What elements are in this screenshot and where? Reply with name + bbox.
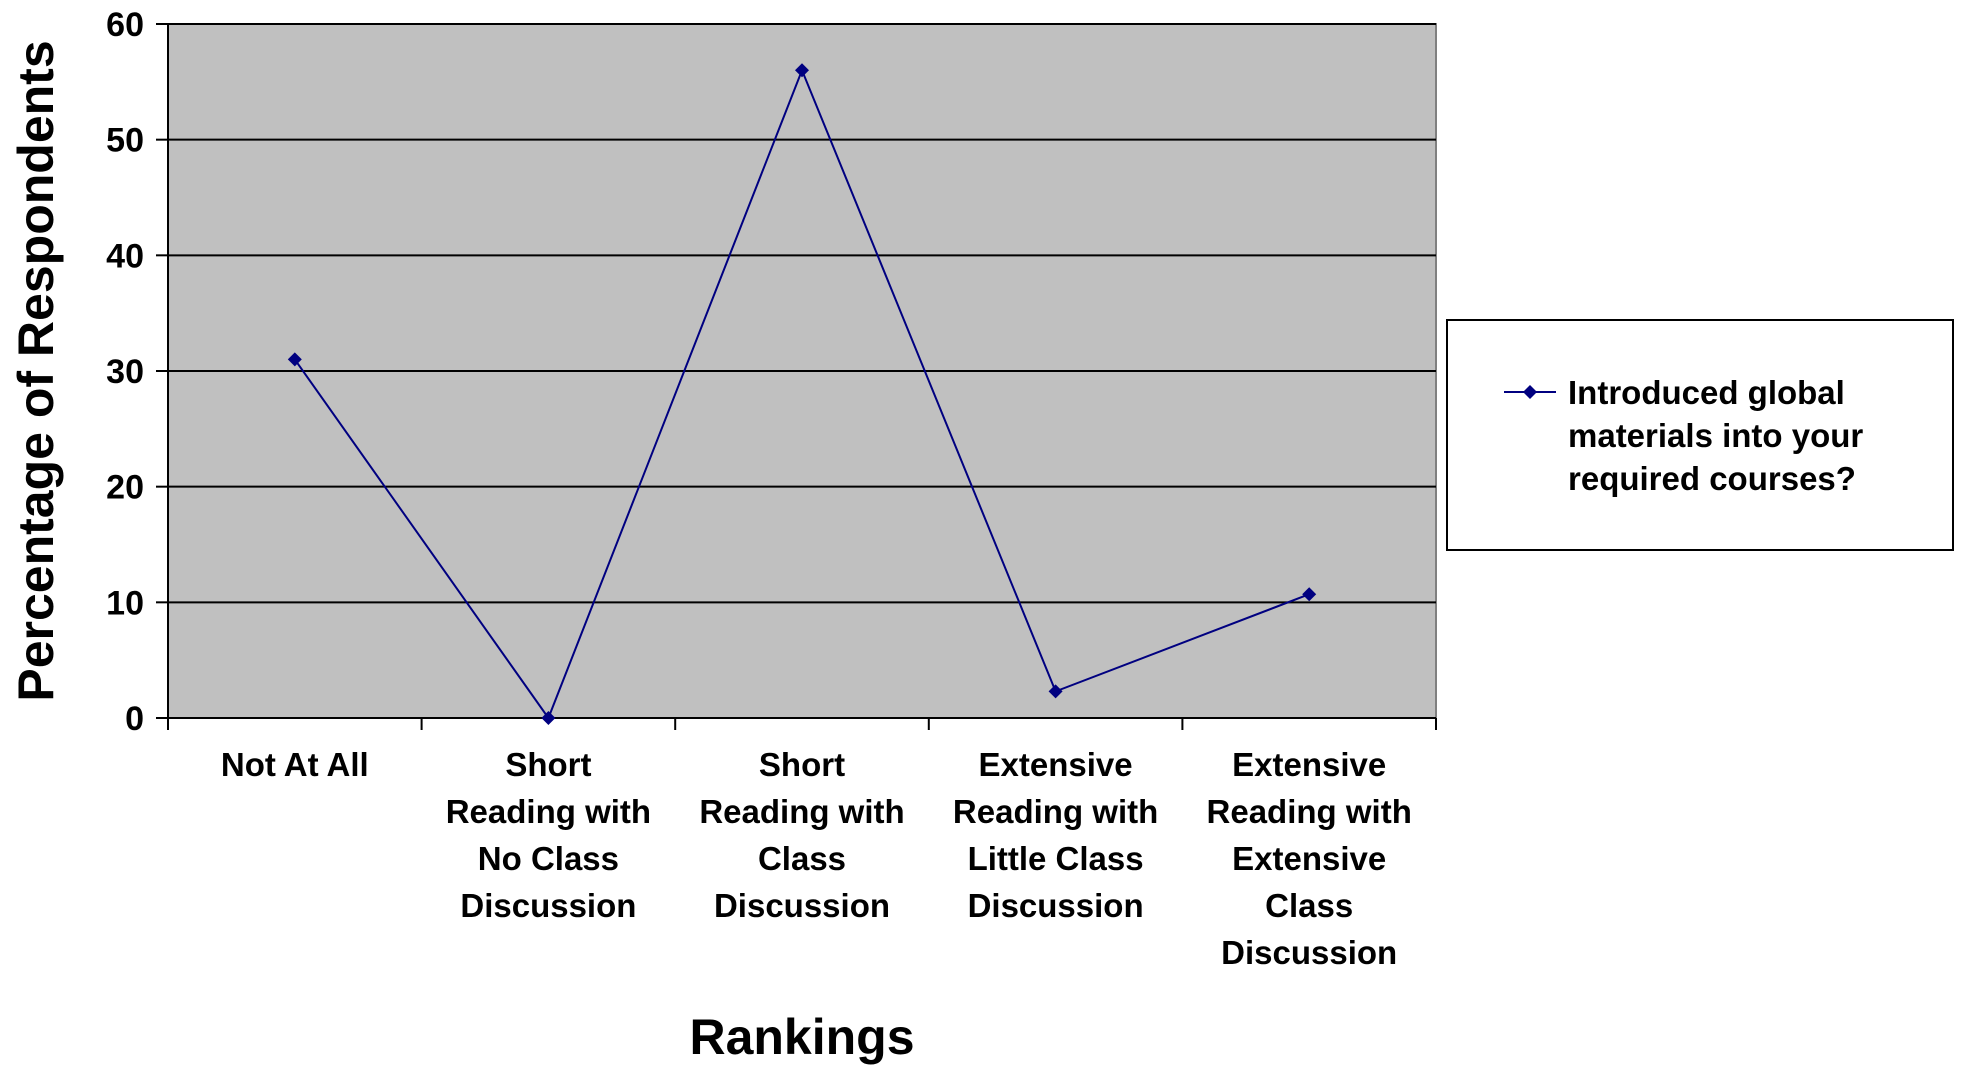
- legend-marker: [1523, 385, 1537, 399]
- data-point: [795, 63, 809, 78]
- legend: Introduced global materials into your requ…: [1446, 319, 1954, 551]
- y-tick-label: 40: [106, 237, 144, 275]
- data-point: [1048, 684, 1063, 699]
- y-tick-label: 20: [106, 469, 144, 507]
- y-tick-label: 50: [106, 122, 144, 160]
- x-category-labels: Not At All Short Reading with No Class Discu…: [221, 746, 1412, 971]
- y-tick-label: 0: [125, 700, 144, 738]
- x-category-label: Short Reading with Class Discussion: [699, 746, 904, 924]
- gridlines: [168, 23, 1436, 604]
- x-category-label: Extensive Reading with Extensive Class Discu…: [1207, 746, 1412, 971]
- data-point: [1302, 587, 1317, 602]
- x-category-label: Extensive Reading with Little Class Discuss…: [953, 746, 1158, 924]
- series-group: [287, 63, 1317, 725]
- legend-box: [1446, 319, 1954, 551]
- x-axis-title: Rankings: [689, 1009, 914, 1065]
- data-point: [287, 352, 302, 367]
- data-point: [541, 711, 556, 725]
- x-category-label: Not At All: [221, 746, 369, 783]
- y-tick-label: 60: [106, 6, 144, 44]
- y-tick-label: 30: [106, 353, 144, 391]
- y-tick-label: 10: [106, 584, 144, 622]
- legend-entry-label: Introduced global materials into your requ…: [1568, 374, 1863, 497]
- x-category-label: Short Reading with No Class Discussion: [446, 746, 651, 924]
- axes: [156, 23, 1437, 730]
- y-axis-title: Percentage of Respondents: [8, 40, 64, 701]
- y-tick-labels: 0 10 20 30 40 50 60: [106, 6, 144, 738]
